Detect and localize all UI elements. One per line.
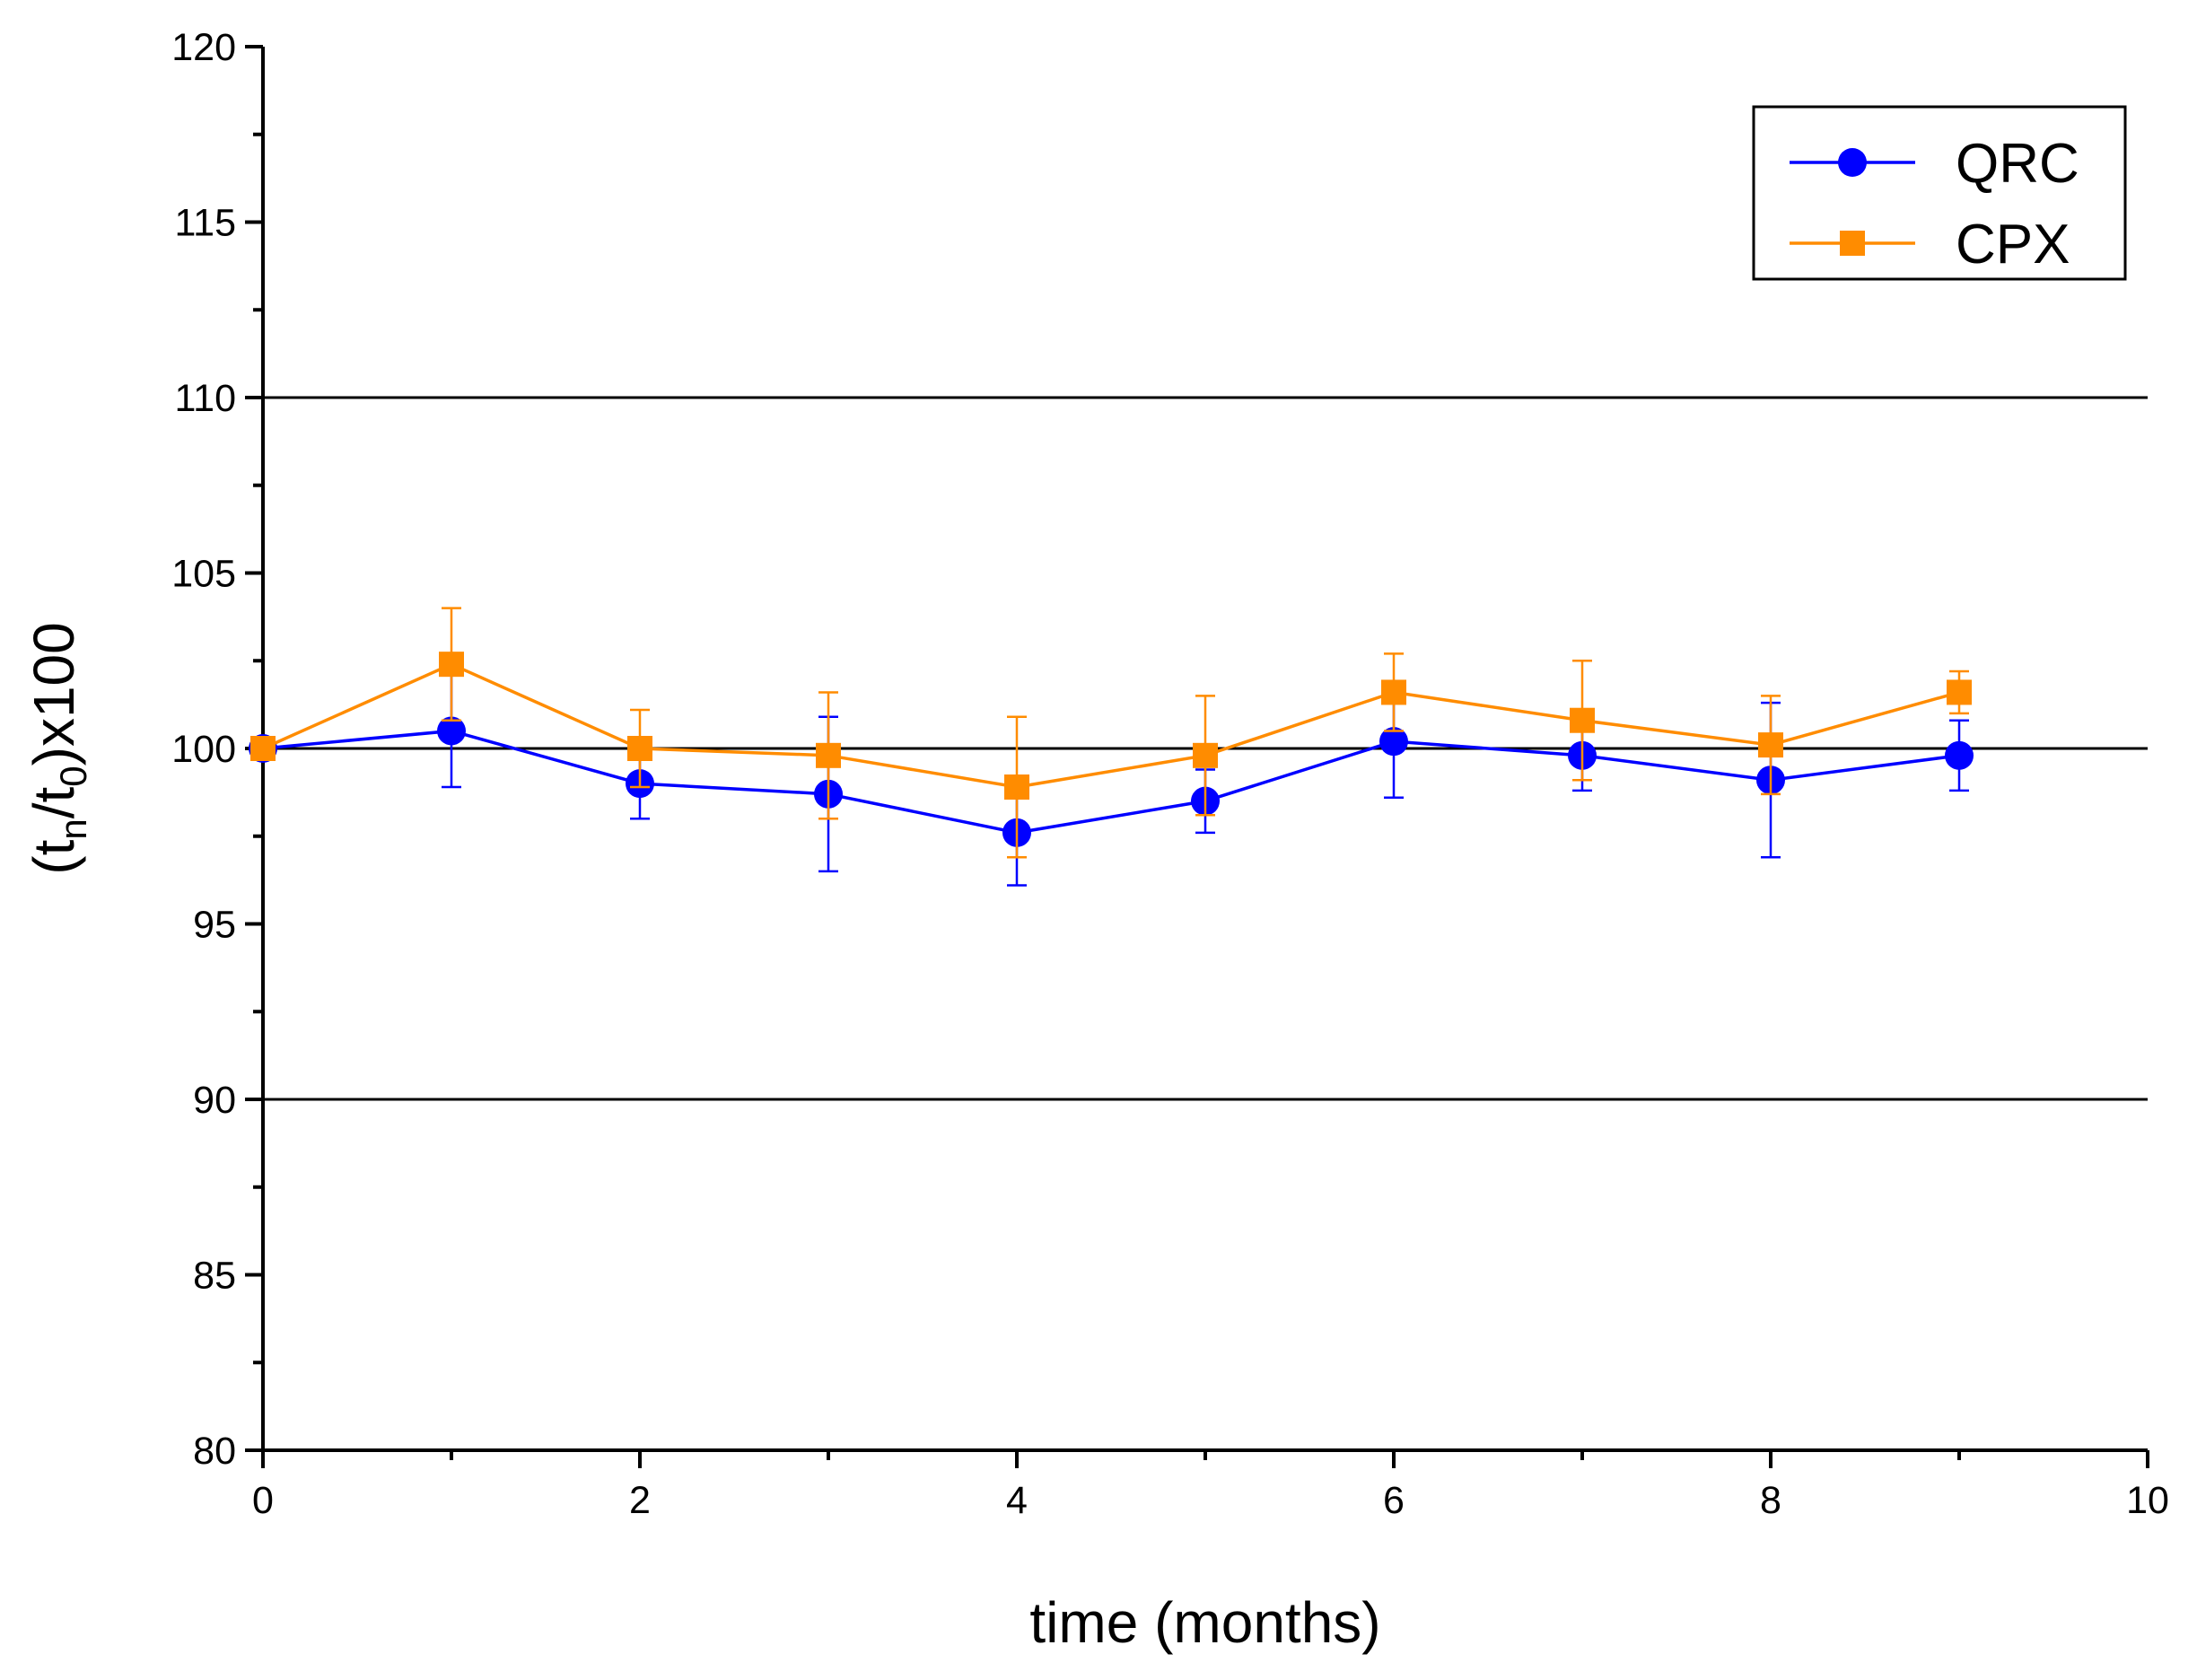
series-line <box>262 729 1960 835</box>
y-tick-label: 115 <box>174 202 236 245</box>
y-tick-label: 110 <box>174 377 236 420</box>
series-line <box>262 662 1960 789</box>
y-tick-label: 85 <box>193 1255 236 1298</box>
y-label-part: (t <box>22 839 86 874</box>
data-point <box>816 742 841 768</box>
y-label-part: /t <box>22 787 86 819</box>
y-tick-label: 90 <box>193 1079 236 1122</box>
data-point <box>1004 774 1029 801</box>
legend: QRC CPX <box>1752 105 2127 281</box>
legend-marker <box>1840 231 1865 256</box>
data-point <box>1758 732 1783 758</box>
y-tick-label: 105 <box>171 553 236 596</box>
legend-label: QRC <box>1956 133 2079 195</box>
x-tick-label: 8 <box>1760 1479 1781 1522</box>
x-tick-label: 2 <box>629 1479 651 1522</box>
legend-label: CPX <box>1956 214 2070 276</box>
legend-box <box>1752 105 2127 281</box>
y-axis-label: (tn/t0)x100 <box>22 622 94 874</box>
x-tick-label: 10 <box>2126 1479 2169 1522</box>
legend-marker <box>1838 148 1867 177</box>
y-label-sub: 0 <box>52 766 94 786</box>
data-point <box>1381 679 1406 705</box>
data-point <box>1193 742 1218 768</box>
data-point <box>1570 707 1595 733</box>
y-label-part: )x100 <box>22 622 86 766</box>
y-tick-label: 120 <box>171 26 236 69</box>
data-point <box>1379 727 1408 757</box>
data-point <box>1945 740 1974 770</box>
x-tick-label: 0 <box>252 1479 274 1522</box>
y-label-sub: n <box>52 818 94 839</box>
data-point <box>627 736 652 761</box>
data-point <box>1947 679 1972 705</box>
data-point <box>250 736 276 761</box>
data-point <box>437 716 466 746</box>
x-axis-label: time (months) <box>1029 1590 1380 1655</box>
y-tick-label: 80 <box>193 1430 236 1473</box>
x-tick-label: 4 <box>1006 1479 1028 1522</box>
x-tick-label: 6 <box>1383 1479 1405 1522</box>
data-point <box>439 652 464 678</box>
y-tick-label: 100 <box>171 728 236 771</box>
y-tick-label: 95 <box>193 904 236 947</box>
